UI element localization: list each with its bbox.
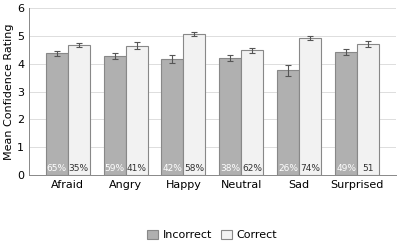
Bar <box>68 45 90 175</box>
Bar <box>126 46 148 175</box>
Bar <box>219 58 241 175</box>
Text: 58%: 58% <box>184 164 204 173</box>
Text: 62%: 62% <box>242 164 262 173</box>
Text: 35%: 35% <box>68 164 89 173</box>
Bar <box>241 50 263 175</box>
Legend: Incorrect, Correct: Incorrect, Correct <box>143 225 282 243</box>
Text: 42%: 42% <box>162 164 182 173</box>
Text: 38%: 38% <box>220 164 240 173</box>
Bar <box>277 70 299 175</box>
Text: 49%: 49% <box>336 164 356 173</box>
Text: 59%: 59% <box>104 164 124 173</box>
Bar <box>162 59 184 175</box>
Text: 26%: 26% <box>278 164 298 173</box>
Bar <box>104 56 126 175</box>
Bar <box>299 38 321 175</box>
Bar <box>357 44 379 175</box>
Text: 74%: 74% <box>300 164 320 173</box>
Text: 51: 51 <box>362 164 374 173</box>
Bar <box>335 52 357 175</box>
Text: 41%: 41% <box>126 164 146 173</box>
Bar <box>46 53 68 175</box>
Text: 65%: 65% <box>46 164 67 173</box>
Y-axis label: Mean Confidence Rating: Mean Confidence Rating <box>4 23 14 160</box>
Bar <box>184 34 206 175</box>
